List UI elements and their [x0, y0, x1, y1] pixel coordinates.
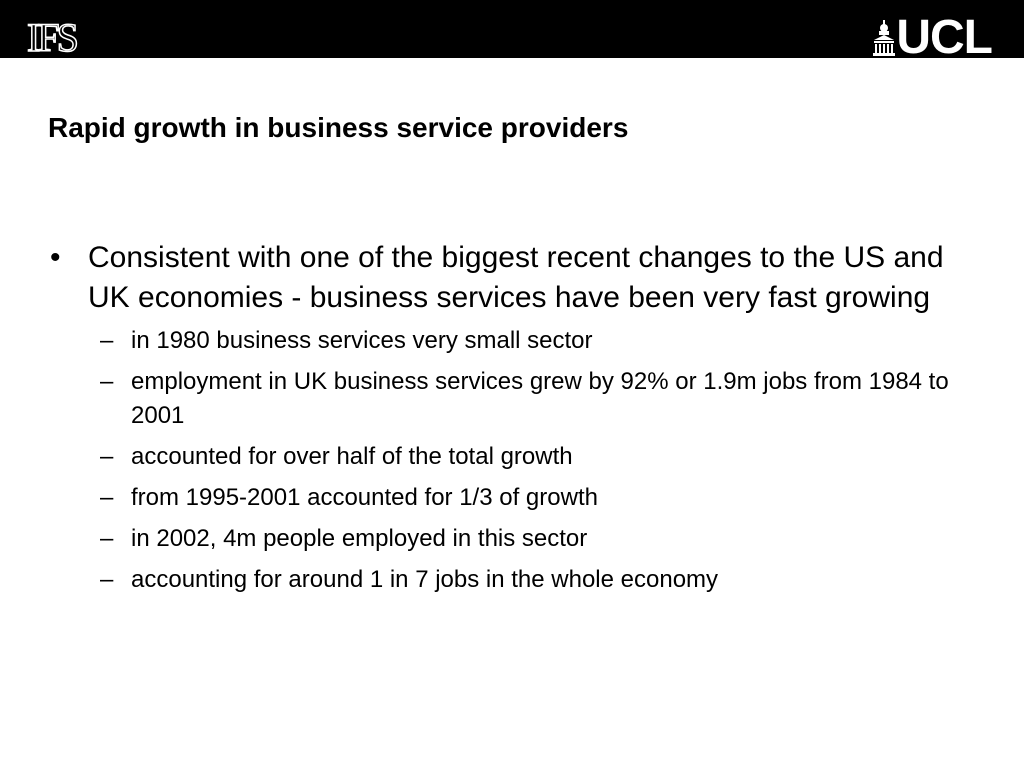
- slide-title: Rapid growth in business service provide…: [48, 112, 629, 143]
- dash-marker: –: [100, 327, 114, 354]
- dash-marker: –: [100, 525, 114, 552]
- main-bullet: • Consistent with one of the biggest rec…: [48, 238, 988, 318]
- main-bullet-text: Consistent with one of the biggest recen…: [88, 241, 944, 314]
- sub-bullet: – in 2002, 4m people employed in this se…: [100, 522, 988, 556]
- sub-bullet-text: accounted for over half of the total gro…: [131, 443, 573, 470]
- dash-marker: –: [100, 484, 114, 511]
- sub-bullet-text: in 2002, 4m people employed in this sect…: [131, 525, 588, 552]
- bullet-marker: •: [50, 241, 61, 274]
- sub-bullet: – employment in UK business services gre…: [100, 365, 988, 433]
- sub-bullet-text: employment in UK business services grew …: [131, 368, 949, 429]
- sub-bullet-text: from 1995-2001 accounted for 1/3 of grow…: [131, 484, 598, 511]
- sub-bullet-text: in 1980 business services very small sec…: [131, 327, 593, 354]
- ucl-logo-text: UCL: [896, 11, 993, 64]
- sub-bullet-text: accounting for around 1 in 7 jobs in the…: [131, 566, 719, 593]
- sub-bullet: – from 1995-2001 accounted for 1/3 of gr…: [100, 481, 988, 515]
- ifs-logo: IFS: [26, 15, 79, 60]
- sub-bullet: – in 1980 business services very small s…: [100, 324, 988, 358]
- dash-marker: –: [100, 566, 114, 593]
- portico-icon: [873, 20, 896, 56]
- dash-marker: –: [100, 443, 114, 470]
- sub-bullet: – accounting for around 1 in 7 jobs in t…: [100, 563, 988, 597]
- sub-bullet-list: – in 1980 business services very small s…: [48, 324, 988, 597]
- sub-bullet: – accounted for over half of the total g…: [100, 440, 988, 474]
- slide-content: • Consistent with one of the biggest rec…: [48, 238, 988, 604]
- header-bar: IFS UCL: [0, 0, 1024, 64]
- ucl-logo: UCL: [873, 11, 993, 64]
- dash-marker: –: [100, 368, 114, 395]
